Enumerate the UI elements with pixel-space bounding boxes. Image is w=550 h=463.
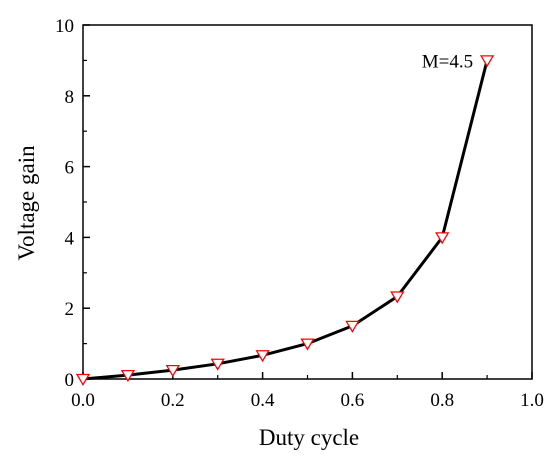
data-point-marker: [255, 350, 270, 363]
tick-labels: 0.0 0.2 0.4 0.6 0.8 1.0 0 2 4 6 8 10: [55, 16, 544, 411]
data-point-marker: [210, 358, 225, 371]
data-point-marker: [345, 320, 360, 333]
data-point-marker: [120, 369, 136, 383]
x-tick-label: 0.0: [71, 390, 95, 411]
y-tick-label: 0: [65, 370, 75, 391]
series-line: [82, 60, 489, 381]
x-tick-label: 0.2: [161, 390, 185, 411]
annotation-label: M=4.5: [422, 51, 473, 72]
x-tick-label: 0.8: [430, 390, 454, 411]
y-axis-label: Voltage gain: [14, 145, 39, 261]
data-point-marker: [479, 55, 495, 68]
y-tick-label: 4: [65, 228, 75, 249]
y-tick-label: 10: [55, 16, 74, 37]
tick-marks: [82, 24, 533, 380]
data-point-marker: [435, 232, 450, 245]
y-tick-label: 6: [65, 158, 75, 179]
markers: [75, 55, 495, 386]
x-tick-label: 0.6: [341, 390, 365, 411]
x-tick-label: 0.4: [251, 390, 275, 411]
data-point-marker: [300, 338, 315, 351]
plot-frame: [82, 24, 533, 380]
x-tick-label: 1.0: [520, 390, 544, 411]
data-point-marker: [165, 365, 180, 378]
y-tick-label: 8: [65, 87, 75, 108]
y-tick-label: 2: [65, 299, 75, 320]
axes: [82, 24, 533, 380]
data-point-marker: [390, 291, 405, 304]
data-point-marker: [75, 373, 91, 386]
series: [82, 60, 489, 381]
x-axis-label: Duty cycle: [259, 425, 359, 450]
